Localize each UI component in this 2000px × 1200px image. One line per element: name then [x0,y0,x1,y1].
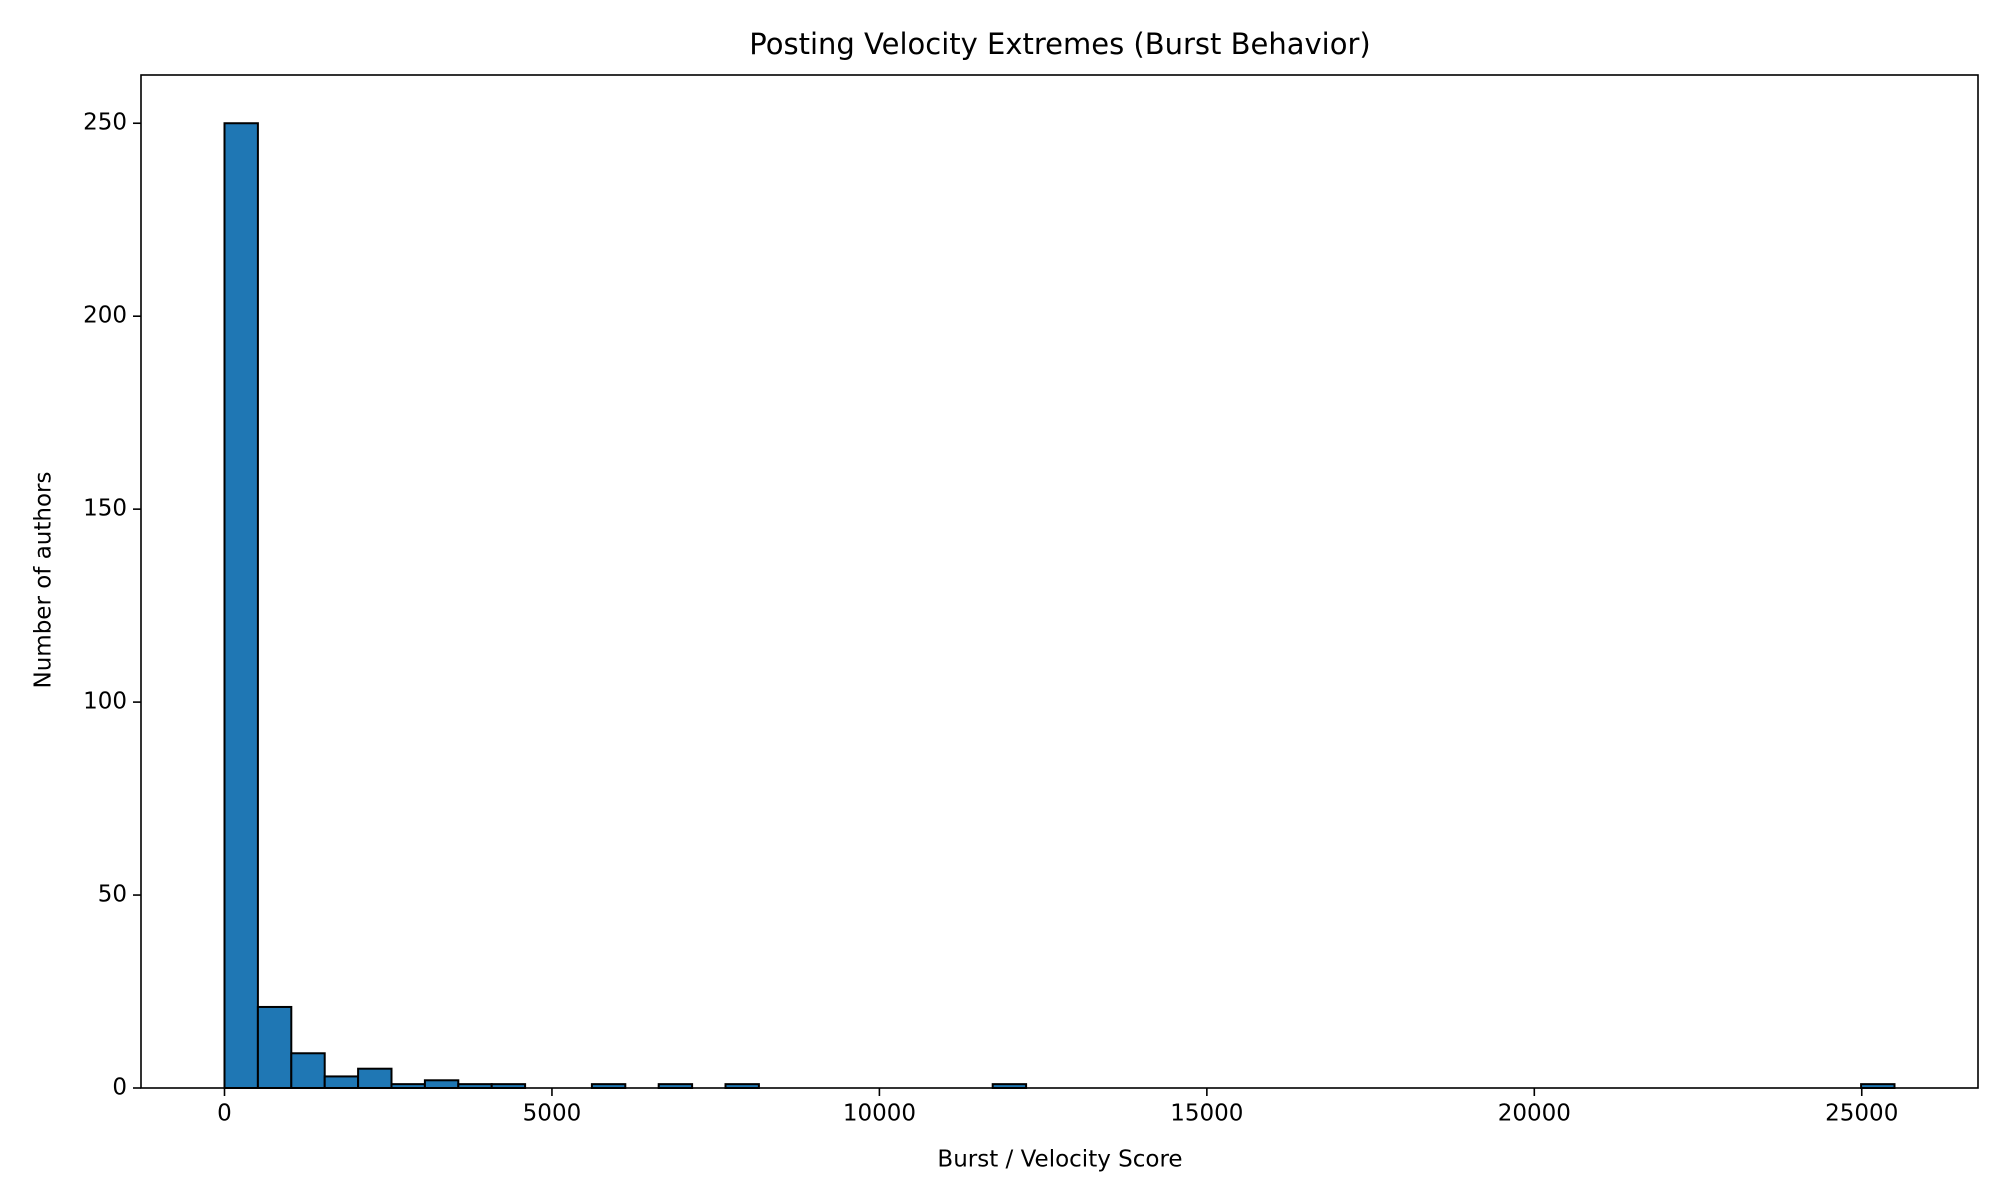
y-tick-label: 150 [83,496,127,522]
y-tick-label: 200 [83,303,127,329]
x-tick-label: 0 [217,1101,232,1127]
chart-title: Posting Velocity Extremes (Burst Behavio… [749,27,1370,61]
plot-frame [140,74,1979,1089]
y-tick-label: 0 [112,1075,127,1101]
y-tick-label: 50 [98,882,127,908]
bar [223,122,259,1089]
x-tick-label: 10000 [843,1101,916,1127]
bar [256,1005,293,1090]
bar [423,1079,460,1089]
x-tick-label: 20000 [1498,1101,1571,1127]
x-tick-label: 25000 [1825,1101,1898,1127]
x-tick-label: 15000 [1170,1101,1243,1127]
y-axis-label: Number of authors [31,472,57,689]
x-axis-label: Burst / Velocity Score [937,1147,1182,1173]
x-tick-label: 5000 [523,1101,582,1127]
bar [323,1075,360,1089]
y-tick-label: 250 [83,110,127,136]
bar [290,1052,326,1089]
bar [357,1067,393,1089]
y-tick-label: 100 [83,689,127,715]
